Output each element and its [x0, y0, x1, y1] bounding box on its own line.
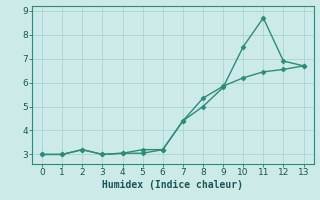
X-axis label: Humidex (Indice chaleur): Humidex (Indice chaleur)	[102, 180, 243, 190]
